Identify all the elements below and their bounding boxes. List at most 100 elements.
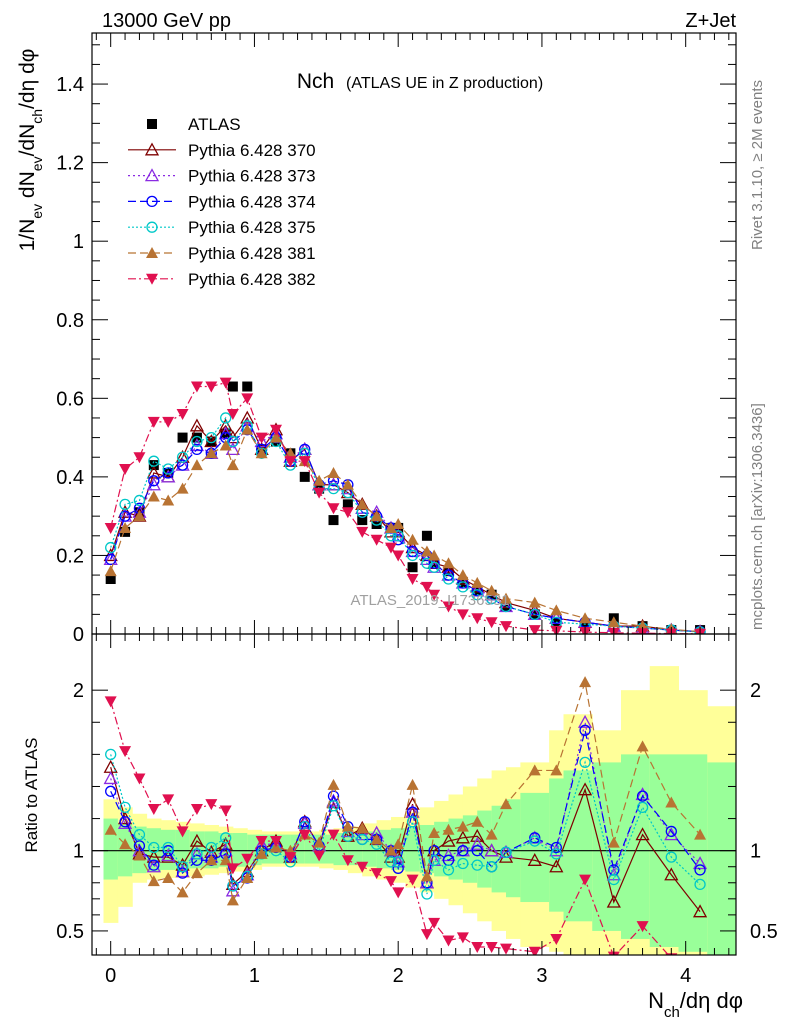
legend-item-373: Pythia 6.428 373	[128, 167, 316, 186]
rivet-label: Rivet 3.1.10, ≥ 2M events	[749, 80, 766, 250]
data-point	[220, 412, 232, 424]
ratio-point	[191, 854, 203, 866]
ratio-point	[550, 933, 563, 945]
ratio-point	[441, 833, 456, 847]
data-point	[191, 443, 203, 456]
ratio-point	[205, 841, 217, 854]
mcplots-label: mcplots.cern.ch [arXiv:1306.3436]	[749, 403, 766, 630]
ratio-point	[442, 935, 455, 947]
ratio-point	[117, 816, 133, 830]
ratio-point	[392, 856, 404, 868]
ratio-point	[385, 856, 397, 868]
data-point	[147, 490, 160, 502]
data-point	[420, 581, 433, 593]
y-tick-label: 0.4	[56, 467, 84, 489]
data-point	[284, 456, 297, 468]
y-axis-label-ratio: Ratio to ATLAS	[22, 738, 41, 853]
data-point	[579, 612, 592, 624]
data-point	[105, 541, 117, 554]
data-point	[227, 435, 239, 448]
x-tick-label: 2	[393, 965, 404, 987]
data-point	[191, 432, 202, 443]
ratio-y-tick-label: 0.5	[56, 921, 84, 943]
ratio-point	[105, 748, 117, 761]
data-point	[133, 510, 146, 522]
ratio-point	[327, 778, 340, 790]
ratio-point	[456, 820, 469, 832]
data-point	[327, 483, 340, 495]
ratio-point	[119, 801, 131, 813]
data-point	[176, 482, 189, 494]
band-inner-segment	[117, 823, 133, 877]
ratio-point	[528, 946, 541, 955]
chart-title-main: Nch	[297, 70, 334, 93]
ratio-point	[133, 849, 146, 861]
data-point	[241, 423, 254, 435]
ratio-point	[176, 861, 189, 873]
data-point	[457, 577, 468, 588]
data-point	[240, 410, 255, 424]
data-point	[550, 604, 563, 616]
ratio-y-tick-label: 2	[73, 680, 84, 702]
data-point	[370, 510, 383, 522]
ratio-point	[370, 868, 383, 880]
ratio-point	[392, 838, 405, 850]
data-point	[485, 584, 498, 596]
ratio-point	[299, 816, 311, 828]
legend-label: Pythia 6.428 375	[188, 218, 316, 237]
data-point	[242, 381, 253, 392]
ratio-point	[420, 929, 433, 941]
data-point	[177, 432, 188, 443]
data-point	[133, 452, 146, 464]
ratio-point	[356, 833, 368, 846]
ratio-point	[420, 870, 433, 882]
data-point	[162, 467, 174, 479]
data-point	[607, 616, 620, 628]
legend-label: Pythia 6.428 374	[188, 192, 316, 211]
ratio-point	[327, 829, 340, 841]
ratio-point	[694, 828, 707, 840]
ratio-point	[406, 806, 419, 818]
ratio-point	[428, 854, 440, 866]
data-point	[442, 601, 455, 613]
ratio-point	[550, 841, 562, 854]
ratio-point	[205, 799, 218, 811]
ratio-point	[148, 859, 160, 871]
data-point	[392, 530, 404, 542]
data-point	[471, 576, 484, 588]
ratio-point	[219, 805, 232, 817]
y-tick-label: 0	[73, 624, 84, 646]
ratio-point	[104, 823, 117, 835]
data-point	[501, 601, 511, 612]
ratio-point	[406, 874, 419, 886]
ratio-point	[241, 853, 254, 865]
data-point	[104, 522, 117, 534]
data-point	[371, 519, 382, 530]
series-382	[104, 377, 707, 634]
ratio-frame	[91, 633, 737, 956]
data-point	[241, 393, 254, 405]
header-right: Z+Jet	[685, 10, 736, 32]
ratio-point	[176, 886, 189, 898]
legend-label: Pythia 6.428 373	[188, 167, 316, 186]
data-point	[162, 494, 175, 506]
data-point	[327, 466, 340, 478]
series-381	[104, 423, 705, 634]
x-tick-label: 3	[536, 965, 547, 987]
data-point	[313, 487, 326, 499]
band-inner-segment	[563, 770, 593, 922]
data-point	[176, 409, 189, 421]
ratio-point	[370, 833, 383, 845]
ratio-point	[162, 871, 175, 883]
data-point	[189, 418, 205, 432]
legend-label: Pythia 6.428 370	[188, 141, 316, 160]
ratio-point	[694, 878, 706, 891]
data-point	[471, 589, 483, 601]
data-point	[442, 573, 455, 585]
ratio-point	[428, 917, 441, 929]
ratio-line	[110, 754, 701, 895]
x-tick-label: 4	[680, 965, 691, 987]
data-point	[105, 553, 117, 566]
data-point	[485, 617, 498, 629]
ratio-y-tick-label-right: 2	[750, 680, 761, 702]
